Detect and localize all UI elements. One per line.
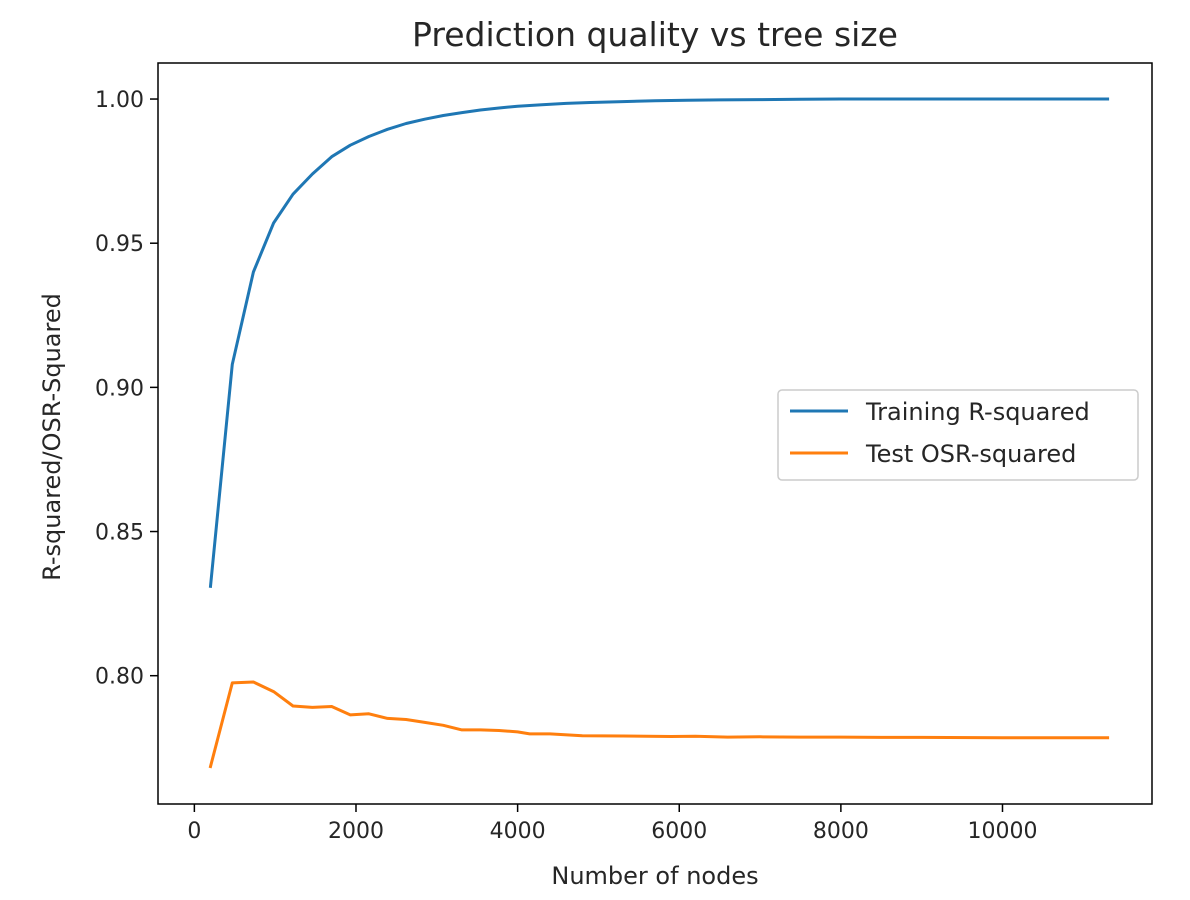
axis-ticks: 0 2000 4000 6000 8000 10000 0.80 0.85 0.90 0.95 1.… bbox=[95, 88, 1037, 844]
plot-area-frame bbox=[157, 62, 1153, 805]
legend-label: Test OSR-squared bbox=[865, 440, 1076, 468]
legend-box bbox=[777, 389, 1139, 481]
y-tick-label: 0.90 bbox=[95, 376, 144, 401]
y-tick-label: 0.80 bbox=[95, 665, 144, 690]
x-tick-label: 4000 bbox=[490, 819, 546, 844]
x-tick-label: 0 bbox=[187, 819, 201, 844]
series-line-training-r-squared bbox=[208, 97, 1110, 588]
y-tick-label: 1.00 bbox=[95, 88, 144, 113]
x-tick-label: 2000 bbox=[328, 819, 384, 844]
x-tick-label: 10000 bbox=[967, 819, 1037, 844]
legend-label: Training R-squared bbox=[865, 398, 1090, 426]
x-tick-label: 8000 bbox=[813, 819, 869, 844]
chart-title: Prediction quality vs tree size bbox=[412, 15, 898, 54]
series-lines bbox=[208, 97, 1110, 769]
x-axis-label: Number of nodes bbox=[551, 862, 758, 890]
y-tick-label: 0.85 bbox=[95, 521, 144, 546]
series-line-test-osr-squared bbox=[208, 680, 1110, 769]
y-axis-label: R-squared/OSR-Squared bbox=[38, 293, 66, 581]
y-tick-label: 0.95 bbox=[95, 232, 144, 257]
x-tick-label: 6000 bbox=[651, 819, 707, 844]
legend: Training R-squared Test OSR-squared bbox=[777, 389, 1139, 481]
